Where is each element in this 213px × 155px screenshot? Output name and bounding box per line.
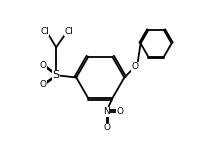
Text: O: O	[39, 80, 46, 89]
Text: Cl: Cl	[65, 27, 74, 35]
Text: O: O	[116, 107, 123, 116]
Text: O: O	[132, 62, 139, 71]
Text: N: N	[103, 107, 110, 116]
Text: Cl: Cl	[40, 27, 49, 35]
Text: O: O	[103, 123, 110, 132]
Text: S: S	[53, 70, 60, 80]
Text: O: O	[39, 61, 46, 70]
